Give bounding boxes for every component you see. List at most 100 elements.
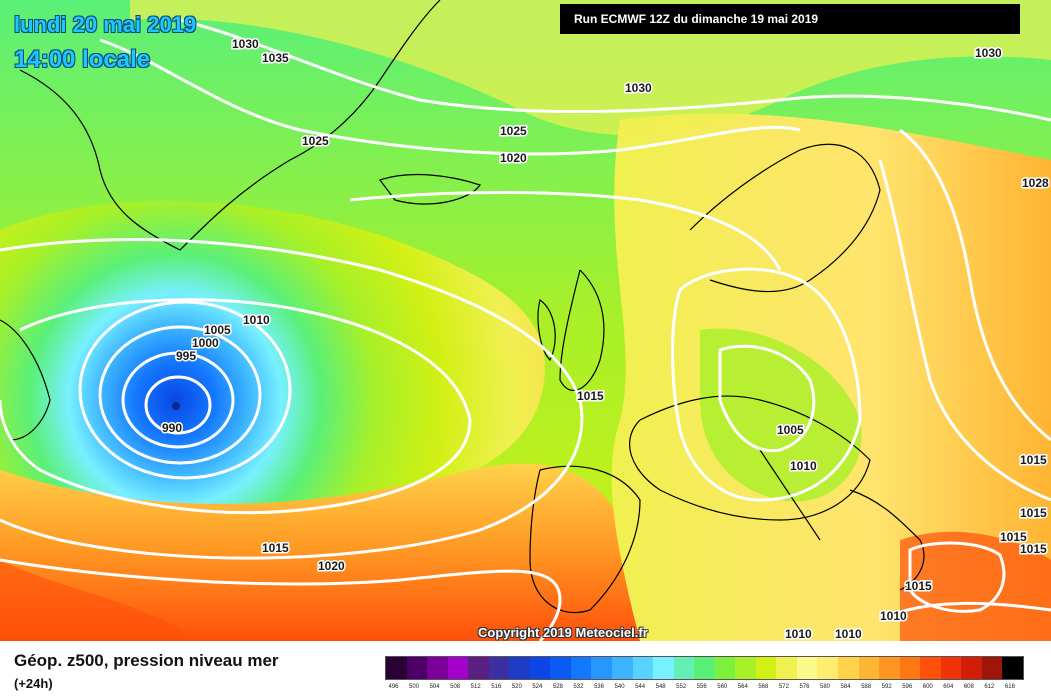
pressure-label: 995 <box>176 349 196 363</box>
coastlines <box>0 0 925 614</box>
scale-label: 540 <box>614 684 625 690</box>
scale-label: 512 <box>470 684 481 690</box>
pressure-label: 990 <box>162 421 182 435</box>
scale-label: 544 <box>635 684 646 690</box>
scale-label: 600 <box>922 684 933 690</box>
forecast-date: lundi 20 mai 2019 <box>14 12 197 37</box>
pressure-label: 1015 <box>1020 453 1047 467</box>
scale-label: 536 <box>593 684 604 690</box>
pressure-label: 1010 <box>243 313 270 327</box>
pressure-label-halo: 1010 <box>243 313 270 327</box>
pressure-label: 1015 <box>1020 506 1047 520</box>
model-run-banner: Run ECMWF 12Z du dimanche 19 mai 2019 <box>560 4 1020 34</box>
pressure-label: 1028 <box>1022 176 1049 190</box>
scale-swatch <box>981 657 1003 679</box>
low-center-marker <box>172 402 180 410</box>
pressure-label: 1015 <box>577 389 604 403</box>
scale-swatch <box>406 657 428 679</box>
scale-label: 500 <box>409 684 420 690</box>
pressure-label: 1015 <box>1020 542 1047 556</box>
pressure-label-halo: 1025 <box>302 134 329 148</box>
pressure-label: 1005 <box>204 323 231 337</box>
pressure-label: 1030 <box>625 81 652 95</box>
pressure-label-halo: 1035 <box>262 51 289 65</box>
scale-swatch <box>879 657 900 679</box>
scale-swatch <box>714 657 736 679</box>
pressure-label-halo: 1015 <box>1000 530 1027 544</box>
weather-map: 1030 1030 1035 1035 1025 1025 1030 1030 1025 1025… <box>0 0 1051 641</box>
scale-swatch <box>755 657 777 679</box>
scale-label: 608 <box>963 684 974 690</box>
pressure-label: 1000 <box>192 336 219 350</box>
color-scale-legend <box>385 656 1024 680</box>
map-footer: Géop. z500, pression niveau mer (+24h) 4… <box>0 641 1051 700</box>
scale-label: 548 <box>655 684 666 690</box>
scale-label: 520 <box>511 684 522 690</box>
pressure-label: 1015 <box>1000 530 1027 544</box>
scale-label: 616 <box>1004 684 1015 690</box>
scale-swatch <box>673 657 695 679</box>
geopotential-field: 1030103010351035102510251030103010251025… <box>0 0 1051 641</box>
pressure-label: 1025 <box>302 134 329 148</box>
pressure-label-halo: 1010 <box>785 627 812 641</box>
pressure-label-halo: 1015 <box>262 541 289 555</box>
pressure-label: 1015 <box>905 579 932 593</box>
pressure-label-halo: 1020 <box>318 559 345 573</box>
pressure-label-halo: 1005 <box>204 323 231 337</box>
pressure-label-halo: 1020 <box>500 151 527 165</box>
scale-swatch <box>817 657 839 679</box>
scale-label: 528 <box>552 684 563 690</box>
scale-label: 584 <box>840 684 851 690</box>
pressure-label: 1005 <box>777 423 804 437</box>
pressure-label-halo: 1015 <box>577 389 604 403</box>
scale-label: 552 <box>676 684 687 690</box>
scale-label: 524 <box>532 684 543 690</box>
scale-label: 560 <box>717 684 728 690</box>
pressure-label-halo: 1015 <box>905 579 932 593</box>
scale-swatch <box>612 657 633 679</box>
scale-swatch <box>550 657 571 679</box>
pressure-labels: 1030103010351035102510251030103010251025… <box>161 36 1051 642</box>
scale-swatch <box>899 657 921 679</box>
pressure-label-halo: 1010 <box>790 459 817 473</box>
pressure-label-halo: 1030 <box>625 81 652 95</box>
scale-swatch <box>940 657 962 679</box>
scale-label: 532 <box>573 684 584 690</box>
scale-swatch <box>776 657 797 679</box>
scale-label: 508 <box>450 684 461 690</box>
pressure-label-halo: 1005 <box>777 423 804 437</box>
scale-label: 596 <box>902 684 913 690</box>
pressure-label: 1015 <box>262 541 289 555</box>
scale-swatch <box>591 657 613 679</box>
pressure-label-halo: 1028 <box>1022 176 1049 190</box>
scale-label: 612 <box>984 684 995 690</box>
pressure-label-halo: 1010 <box>880 609 907 623</box>
scale-label: 580 <box>820 684 831 690</box>
scale-label: 564 <box>737 684 748 690</box>
scale-swatch <box>570 657 592 679</box>
scale-swatch <box>920 657 941 679</box>
pressure-label: 1035 <box>262 51 289 65</box>
pressure-label-halo: 1015 <box>1020 542 1047 556</box>
scale-label: 504 <box>429 684 440 690</box>
scale-label: 604 <box>943 684 954 690</box>
pressure-label: 1010 <box>785 627 812 641</box>
scale-label: 588 <box>861 684 872 690</box>
pressure-label: 1030 <box>975 46 1002 60</box>
pressure-label-halo: 1010 <box>835 627 862 641</box>
scale-swatch <box>735 657 756 679</box>
parameter-title: Géop. z500, pression niveau mer <box>14 651 279 670</box>
scale-swatch <box>632 657 654 679</box>
pressure-label: 1010 <box>880 609 907 623</box>
pressure-label: 1030 <box>232 37 259 51</box>
scale-swatch <box>529 657 551 679</box>
scale-swatch <box>509 657 530 679</box>
pressure-label-halo: 1025 <box>500 124 527 138</box>
scale-swatch <box>858 657 880 679</box>
scale-label: 556 <box>696 684 707 690</box>
scale-label: 572 <box>778 684 789 690</box>
scale-swatch <box>427 657 448 679</box>
scale-swatch <box>468 657 489 679</box>
scale-swatch <box>961 657 982 679</box>
pressure-label: 1025 <box>500 124 527 138</box>
